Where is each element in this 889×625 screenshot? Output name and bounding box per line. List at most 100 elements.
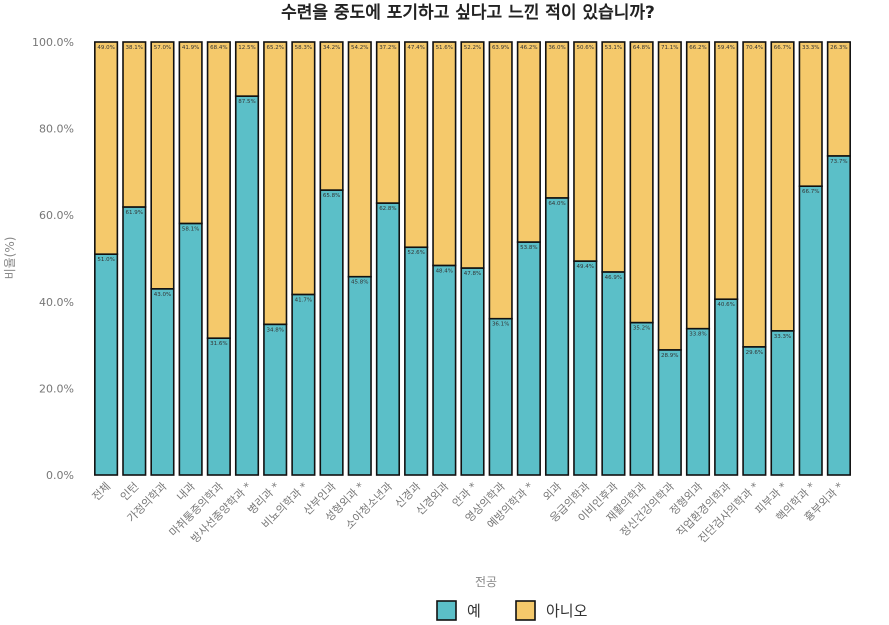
bar-value-label: 28.9% <box>661 353 678 359</box>
bar-value-label: 53.1% <box>605 45 622 51</box>
bar-segment-yes <box>629 321 654 476</box>
x-tick-label: 전체 <box>90 480 114 504</box>
x-tick-label: 내과 <box>174 480 198 504</box>
legend-swatch <box>515 600 536 621</box>
bar-value-label: 66.2% <box>689 45 706 51</box>
bar-segment-no <box>150 41 175 290</box>
bar-segment-no <box>206 41 231 339</box>
bar-segment-no <box>714 41 739 301</box>
bar-segment-yes <box>714 298 739 476</box>
bar-value-label: 66.7% <box>774 45 791 51</box>
bar-value-label: 58.3% <box>295 45 312 51</box>
bar-segment-no <box>404 41 429 249</box>
bar-value-label: 47.8% <box>464 271 481 277</box>
bar-value-label: 73.7% <box>830 159 847 165</box>
bar-segment-no <box>94 41 119 255</box>
bar-segment-yes <box>516 241 541 476</box>
bar-value-label: 64.8% <box>633 45 650 51</box>
bar-value-label: 41.7% <box>295 297 312 303</box>
bar-segment-no <box>601 41 626 273</box>
bar-value-label: 12.5% <box>238 45 255 51</box>
legend: 예 아니오 <box>436 600 588 621</box>
bar-segment-no <box>770 41 795 332</box>
bar-segment-no <box>178 41 203 225</box>
bar-segment-no <box>516 41 541 243</box>
bar-segment-yes <box>657 349 682 476</box>
bar-value-label: 34.2% <box>323 45 340 51</box>
legend-label: 아니오 <box>546 602 588 620</box>
y-axis: 0.0% 20.0% 40.0% 60.0% 80.0% 100.0% <box>32 36 74 482</box>
bar-segment-yes <box>488 317 513 476</box>
bar-segment-no <box>263 41 288 326</box>
bar-value-label: 58.1% <box>182 226 199 232</box>
bar-segment-yes <box>798 185 823 476</box>
bar-value-label: 52.2% <box>464 45 481 51</box>
bar-value-label: 47.4% <box>407 45 424 51</box>
bar-segment-no <box>685 41 711 330</box>
bar-segment-no <box>375 41 401 204</box>
bar-value-label: 57.0% <box>154 45 171 51</box>
bar-value-label: 36.0% <box>548 45 565 51</box>
bar-value-label: 31.6% <box>210 341 227 347</box>
bar-value-label: 70.4% <box>746 45 763 51</box>
y-tick-label: 20.0% <box>39 382 74 395</box>
bar-value-label: 45.8% <box>351 280 368 286</box>
y-tick-label: 60.0% <box>39 209 74 222</box>
bar-value-label: 41.9% <box>182 45 199 51</box>
legend-swatch <box>436 600 457 621</box>
y-axis-label: 비율(%) <box>3 237 17 280</box>
bar-segment-yes <box>150 288 175 476</box>
bar-value-label: 65.8% <box>323 193 340 199</box>
bar-segment-yes <box>573 260 598 476</box>
bar-value-label: 35.2% <box>633 326 650 332</box>
bar-segment-no <box>319 41 344 191</box>
x-tick-label: 인턴 <box>118 480 142 504</box>
chart-title: 수련을 중도에 포기하고 싶다고 느낀 적이 있습니까? <box>281 3 655 23</box>
bar-value-label: 36.1% <box>492 322 509 328</box>
bar-segment-yes <box>404 246 429 476</box>
bar-segment-no <box>544 41 570 199</box>
bar-value-label: 48.4% <box>436 268 453 274</box>
x-axis-label: 전공 <box>475 575 497 589</box>
bar-value-label: 53.8% <box>520 245 537 251</box>
bar-segment-no <box>432 41 457 267</box>
bar-segment-yes <box>291 293 316 476</box>
y-tick-label: 40.0% <box>39 296 74 309</box>
bar-value-label: 51.6% <box>436 45 453 51</box>
bar-segment-yes <box>234 95 260 476</box>
bar-segment-yes <box>347 275 372 476</box>
bar-value-label: 37.2% <box>379 45 396 51</box>
bar-segment-yes <box>826 155 851 476</box>
y-tick-label: 0.0% <box>46 469 74 482</box>
bar-segment-yes <box>122 206 147 476</box>
bar-value-label: 33.3% <box>802 45 819 51</box>
bar-value-label: 59.4% <box>717 45 734 51</box>
bar-segment-yes <box>432 264 457 476</box>
bar-segment-no <box>291 41 316 296</box>
bar-segment-no <box>657 41 682 351</box>
bar-segment-no <box>122 41 147 208</box>
bar-value-label: 46.2% <box>520 45 537 51</box>
bar-segment-yes <box>206 337 231 476</box>
bar-value-label: 33.8% <box>689 332 706 338</box>
bar-value-label: 34.8% <box>266 327 283 333</box>
bar-value-label: 63.9% <box>492 45 509 51</box>
bar-segment-no <box>826 41 851 157</box>
bar-value-label: 51.0% <box>97 257 114 263</box>
bar-segment-yes <box>544 197 570 476</box>
bar-segment-no <box>234 41 260 97</box>
bar-value-label: 65.2% <box>266 45 283 51</box>
bar-value-label: 38.1% <box>126 45 143 51</box>
bar-value-label: 33.3% <box>774 334 791 340</box>
bar-segment-yes <box>375 202 401 476</box>
bar-value-label: 68.4% <box>210 45 227 51</box>
bar-segment-no <box>798 41 823 187</box>
bar-segment-no <box>573 41 598 262</box>
bar-value-label: 46.9% <box>605 275 622 281</box>
bar-value-label: 61.9% <box>126 210 143 216</box>
bar-value-label: 87.5% <box>238 99 255 105</box>
bar-segment-yes <box>263 323 288 476</box>
bar-segment-yes <box>685 327 711 476</box>
